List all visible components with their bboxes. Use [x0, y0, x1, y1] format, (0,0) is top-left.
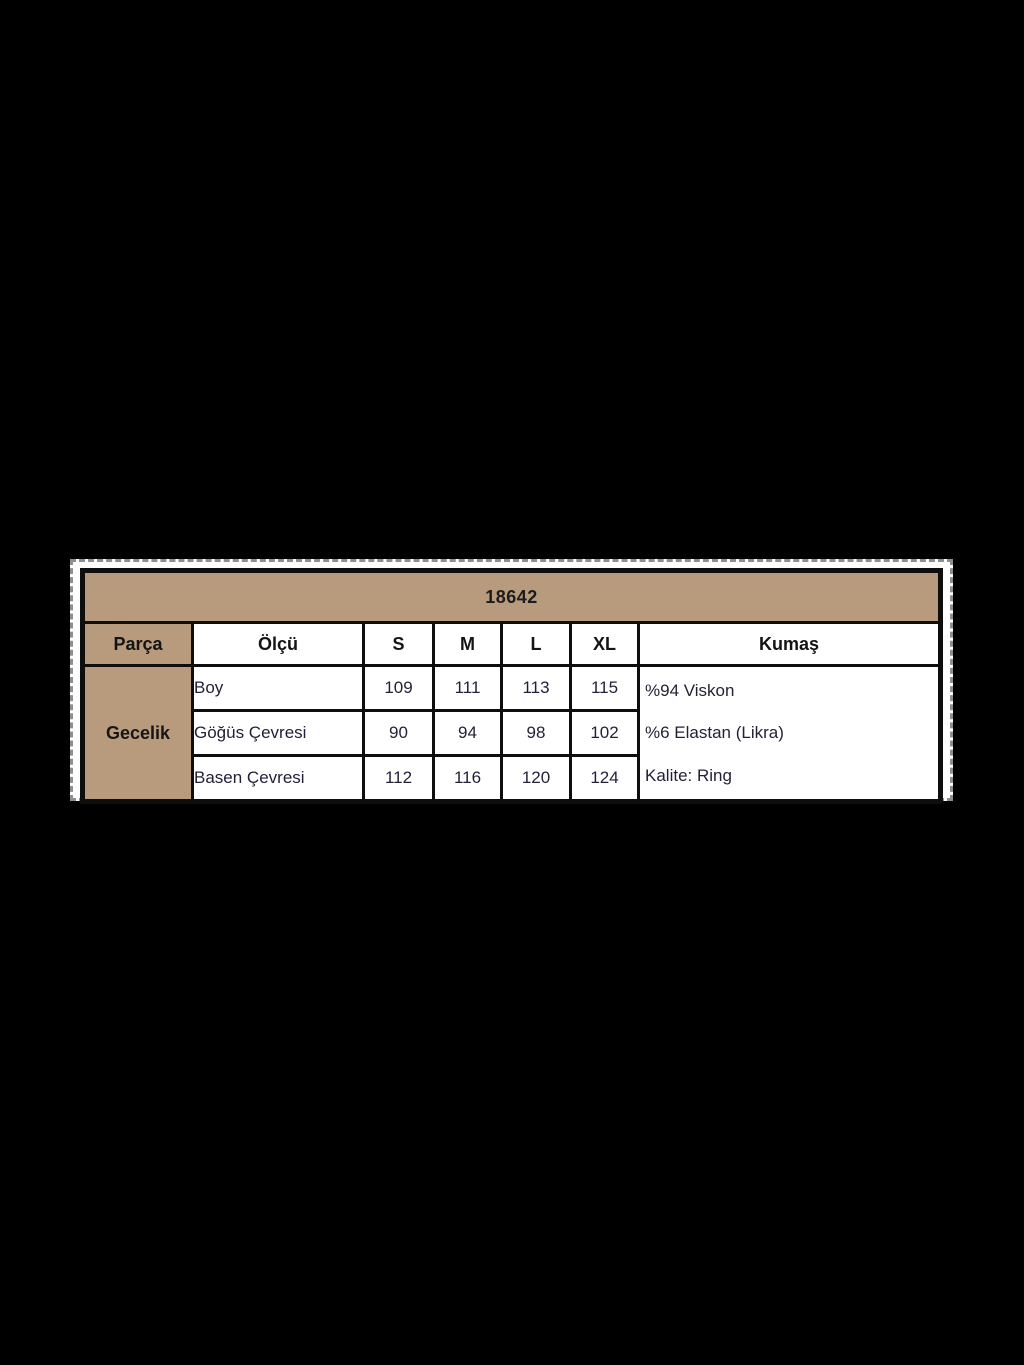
row-label-boy: Boy: [191, 664, 365, 712]
header-fabric: Kumaş: [637, 621, 942, 667]
header-size-m: M: [432, 621, 503, 667]
table-row-gogus: Göğüs Çevresi 90 94 98 102: [83, 709, 941, 757]
value-basen-s: 112: [362, 754, 435, 803]
value-boy-s: 109: [362, 664, 435, 712]
fabric-info-stack: %94 Viskon %6 Elastan (Likra) Kalite: Ri…: [642, 669, 938, 797]
header-part: Parça: [81, 621, 194, 667]
size-chart-panel: 18642 Parça Ölçü S M L XL Kumaş Gecelik …: [70, 559, 953, 804]
header-size-s: S: [362, 621, 435, 667]
fabric-line-viskon: %94 Viskon: [645, 680, 735, 700]
value-basen-xl: 124: [569, 754, 640, 803]
fabric-line-kalite: Kalite: Ring: [645, 766, 732, 786]
fabric-line-elastan: %6 Elastan (Likra): [645, 723, 784, 743]
product-code: 18642: [81, 569, 942, 624]
fabric-info-cell: %94 Viskon %6 Elastan (Likra) Kalite: Ri…: [637, 664, 942, 803]
value-gogus-m: 94: [432, 709, 503, 757]
value-basen-m: 116: [432, 754, 503, 803]
product-code-row: 18642: [81, 569, 942, 624]
header-row: Parça Ölçü S M L XL Kumaş: [81, 621, 942, 667]
value-boy-m: 111: [432, 664, 503, 712]
value-gogus-l: 98: [500, 709, 572, 757]
value-gogus-s: 90: [362, 709, 435, 757]
table-row-boy: Gecelik Boy 109 111 113 115 %94 Viskon %…: [81, 664, 942, 803]
header-size-xl: XL: [569, 621, 640, 667]
row-label-gogus: Göğüs Çevresi: [191, 709, 365, 757]
part-name-cell: Gecelik: [81, 664, 194, 803]
header-size-l: L: [500, 621, 572, 667]
size-chart-table: 18642 Parça Ölçü S M L XL Kumaş Gecelik …: [80, 568, 943, 804]
value-boy-l: 113: [500, 664, 572, 712]
value-boy-xl: 115: [569, 664, 640, 712]
value-basen-l: 120: [500, 754, 572, 803]
table-row-basen: Basen Çevresi 112 116 120 124: [83, 754, 941, 803]
row-label-basen: Basen Çevresi: [191, 754, 365, 803]
header-measure: Ölçü: [191, 621, 365, 667]
value-gogus-xl: 102: [569, 709, 640, 757]
